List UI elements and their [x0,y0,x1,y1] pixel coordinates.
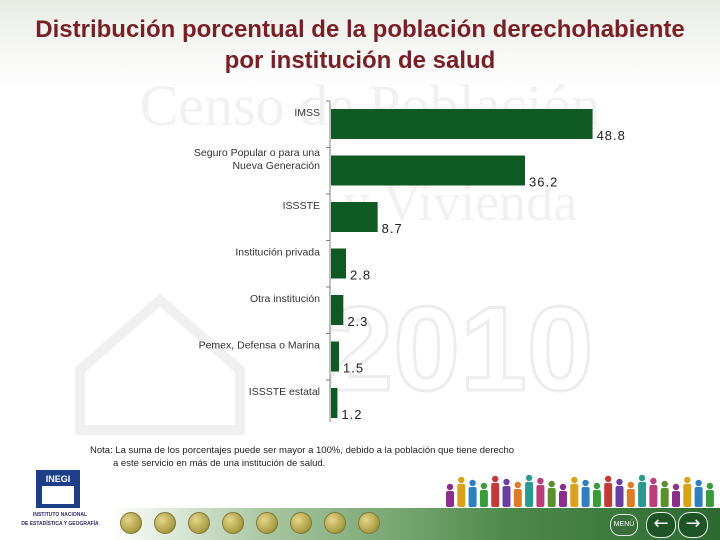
person-head-24 [706,482,714,490]
person-body-12 [570,484,579,507]
value-label-7: 1.2 [341,407,362,422]
person-head-3 [469,479,476,487]
person-body-18 [638,482,647,507]
person-head-22 [684,476,691,484]
person-head-16 [616,478,623,486]
footnote-line-1: Nota: La suma de los porcentajes puede s… [90,445,515,456]
person-body-20 [660,488,669,507]
bar-6 [331,341,340,372]
person-head-4 [480,482,488,490]
person-head-1 [446,483,454,491]
category-label-5: Otra institución [250,293,320,305]
person-body-23 [694,487,703,507]
person-head-7 [514,481,521,489]
nav-health-icon[interactable] [222,512,244,534]
logo-emblem [42,486,74,504]
person-body-17 [626,489,635,507]
bar-5 [331,295,344,325]
person-body-7 [513,489,522,507]
person-body-22 [683,484,692,507]
logo-caption-2: DE ESTADÍSTICA Y GEOGRAFÍA [21,519,99,527]
value-label-5: 2.3 [347,314,368,329]
value-label-2: 36.2 [529,175,558,190]
person-body-3 [468,487,477,507]
person-head-8 [525,474,533,482]
category-label-7: ISSSTE estatal [249,386,320,398]
bar-4 [331,248,347,279]
title-line-1: Distribución porcentual de la población … [35,16,685,43]
person-head-9 [537,477,544,485]
title-line-2: por institución de salud [224,47,496,74]
person-head-17 [627,481,634,489]
value-label-1: 48.8 [597,128,626,143]
person-body-2 [457,484,466,507]
bar-chart: IMSS 48.8 Seguro Popular o para una Nueva G… [194,100,626,422]
bar-2 [331,155,526,186]
person-head-11 [559,483,567,491]
footnote-line-2: a este servicio en más de una institució… [113,458,326,469]
person-head-21 [672,483,680,491]
person-body-9 [536,485,545,507]
footnote: Nota: La suma de los porcentajes puede s… [90,444,610,470]
person-body-19 [649,485,658,507]
person-head-15 [605,475,612,483]
inegi-logo: INEGI INSTITUTO NACIONAL DE ESTADÍSTICA … [21,470,99,527]
bar-7 [331,388,338,418]
nav-economy-icon[interactable] [188,512,210,534]
value-label-4: 2.8 [350,268,371,283]
person-head-18 [638,474,646,482]
person-body-14 [592,490,601,507]
category-label-6: Pemex, Defensa o Marina [199,340,321,352]
bar-1 [331,109,593,139]
category-label-2: Seguro Popular o para una Nueva Generació… [194,147,320,172]
person-body-24 [705,490,714,507]
nav-documents-icon[interactable] [358,512,380,534]
logo-text: INEGI [46,474,71,484]
value-label-6: 1.5 [343,361,364,376]
person-body-8 [525,482,534,507]
nav-population-icon[interactable] [120,512,142,534]
value-label-3: 8.7 [382,221,403,236]
person-head-14 [593,482,601,490]
person-body-1 [446,491,454,507]
category-label-4: Institución privada [235,247,320,259]
person-body-15 [604,483,613,507]
arrow-left-icon[interactable]: ← [646,512,676,538]
person-head-12 [571,476,578,484]
category-label-1: IMSS [294,107,320,119]
person-head-6 [503,478,510,486]
title-band [0,0,720,92]
person-body-10 [547,488,556,507]
nav-housing-icon[interactable] [256,512,278,534]
person-body-6 [502,486,511,507]
person-head-20 [661,480,668,488]
person-body-16 [615,486,624,507]
person-body-4 [479,490,488,507]
person-head-2 [458,476,465,484]
page-title: Distribución porcentual de la población … [10,14,710,76]
category-label-3: ISSSTE [283,200,320,212]
menu-button[interactable]: MENÚ [610,514,638,536]
person-head-10 [548,480,555,488]
nav-education-icon[interactable] [154,512,176,534]
logo-caption-1: INSTITUTO NACIONAL [33,512,87,518]
person-head-5 [492,475,499,483]
person-head-23 [695,479,702,487]
person-body-11 [559,491,567,507]
person-head-19 [650,477,657,485]
person-body-5 [491,483,500,507]
person-body-21 [672,491,680,507]
nav-migration-icon[interactable] [290,512,312,534]
footer-nav-bar: MENÚ ← → [112,508,720,540]
person-head-13 [582,479,589,487]
person-body-13 [581,487,590,507]
bar-3 [331,202,378,232]
people-decoration [446,474,714,507]
nav-map-icon[interactable] [324,512,346,534]
arrow-right-icon[interactable]: → [678,512,708,538]
